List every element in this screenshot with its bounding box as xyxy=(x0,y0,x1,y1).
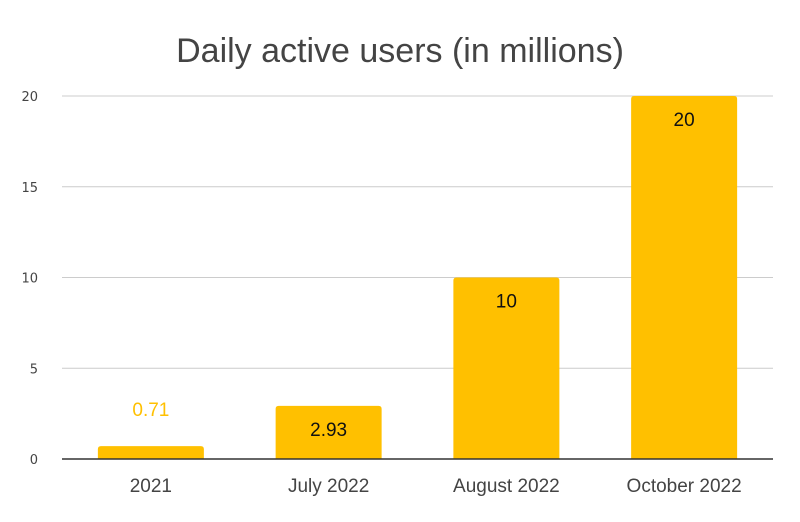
x-tick-label: 2021 xyxy=(130,476,172,497)
data-label: 10 xyxy=(496,292,517,313)
y-tick-label: 10 xyxy=(21,272,38,287)
y-tick-label: 0 xyxy=(30,453,38,468)
data-label: 2.93 xyxy=(310,420,347,441)
data-label: 0.71 xyxy=(132,400,169,421)
bar xyxy=(275,405,382,459)
chart-title: Daily active users (in millions) xyxy=(176,32,624,70)
x-tick-label: August 2022 xyxy=(453,476,560,497)
bar xyxy=(97,446,204,459)
y-axis-ticks: 0 5 10 15 20 xyxy=(21,90,38,468)
x-tick-label: July 2022 xyxy=(288,476,369,497)
y-tick-label: 15 xyxy=(21,181,38,196)
x-axis-ticks: 2021 July 2022 August 2022 October 2022 xyxy=(130,476,742,497)
y-tick-label: 20 xyxy=(21,90,38,105)
bar xyxy=(631,96,738,459)
data-labels: 0.71 2.93 10 20 xyxy=(132,110,694,441)
data-label: 20 xyxy=(674,110,695,131)
bar xyxy=(453,277,560,459)
y-tick-label: 5 xyxy=(30,362,38,377)
bars xyxy=(97,96,738,459)
x-tick-label: October 2022 xyxy=(627,476,742,497)
